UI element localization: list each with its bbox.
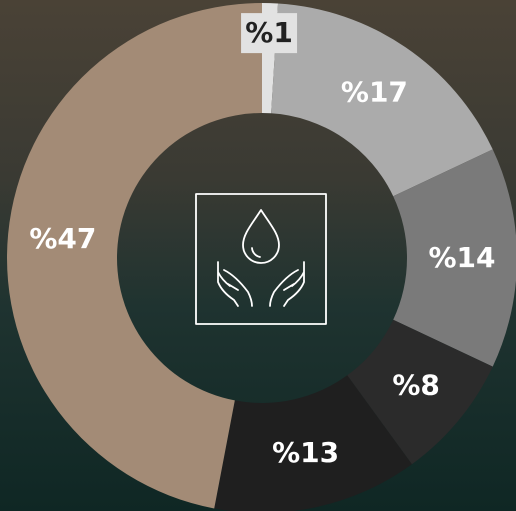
- value-label: %13: [272, 436, 339, 469]
- value-label: %47: [29, 222, 96, 255]
- value-label: %17: [341, 76, 408, 109]
- value-label: %14: [428, 241, 495, 274]
- value-label: %8: [392, 368, 440, 401]
- value-label: %1: [245, 16, 293, 49]
- page: {"chart_data": {"type": "pie", "values":…: [0, 0, 516, 511]
- chart: %1 %17 %14 %8 %13 %47: [0, 0, 516, 511]
